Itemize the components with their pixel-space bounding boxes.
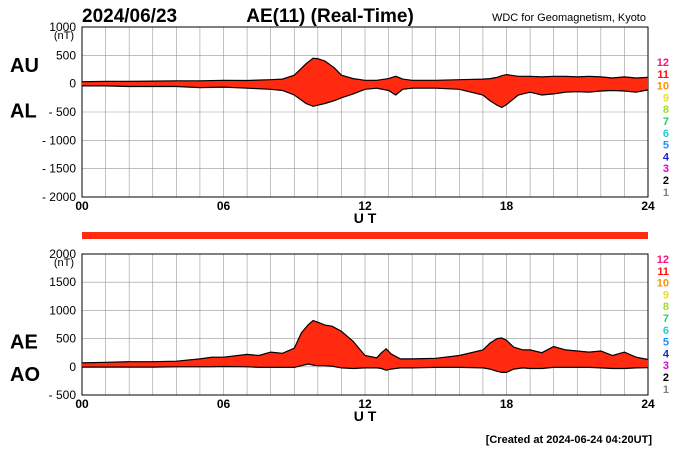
au-al-panel: 1000 500 0 - 500 - 1000 - 1500 - 2000 (nT) 00 06 1… — [10, 20, 655, 226]
area-fill-au-al — [82, 58, 648, 108]
y-tick-label: 500 — [56, 332, 76, 346]
y-tick-label: 500 — [56, 48, 76, 62]
series-label-ao: AO — [10, 364, 40, 386]
separator-bar — [82, 232, 648, 239]
x-axis-label: U T — [354, 210, 377, 226]
y-tick-label: - 1000 — [42, 133, 76, 147]
level-scale-label: 5 — [663, 140, 669, 152]
level-scale-label: 2 — [663, 372, 669, 384]
y-tick-label: - 1500 — [42, 162, 76, 176]
series-line-au — [81, 57, 649, 83]
level-scale-label: 2 — [663, 175, 669, 187]
y-tick-label: - 2000 — [42, 190, 76, 204]
level-scale-label: 4 — [663, 348, 670, 360]
x-tick-label: 12 — [358, 397, 372, 411]
level-scale-label: 7 — [663, 116, 669, 128]
level-scale-label: 7 — [663, 313, 669, 325]
unit-label: (nT) — [54, 257, 74, 269]
x-tick-label: 06 — [217, 397, 231, 411]
level-scale-label: 6 — [663, 128, 669, 140]
series-line-ae — [81, 319, 649, 364]
level-scale-label: 11 — [657, 69, 669, 81]
level-scale-label: 5 — [663, 337, 669, 349]
plot-frame — [81, 26, 649, 198]
x-tick-label: 12 — [358, 199, 372, 213]
series-line-ao — [82, 363, 649, 373]
y-tick-label: - 500 — [49, 388, 77, 402]
level-scale-label: 8 — [663, 301, 669, 313]
series-label-ae: AE — [10, 331, 38, 353]
x-tick-label: 00 — [75, 199, 89, 213]
y-tick-label: 1000 — [49, 303, 76, 317]
level-scale-label: 6 — [663, 325, 669, 337]
chart-title: AE(11) (Real-Time) — [246, 6, 414, 27]
ae-ao-panel: 2000 1500 1000 500 0 - 500 (nT) 00 06 12 18 24 U T AE… — [10, 247, 655, 424]
date-label: 2024/06/23 — [82, 6, 177, 27]
unit-label: (nT) — [54, 30, 74, 42]
level-scale-label: 9 — [663, 92, 669, 104]
y-tick-label: 1500 — [49, 275, 76, 289]
area-fill-ae-ao — [82, 320, 648, 373]
level-scale-label: 10 — [657, 278, 669, 290]
y-tick-label: 0 — [69, 360, 76, 374]
x-tick-label: 18 — [500, 397, 514, 411]
level-scale-label: 4 — [663, 151, 670, 163]
x-tick-label: 24 — [641, 397, 655, 411]
source-label: WDC for Geomagnetism, Kyoto — [492, 12, 646, 24]
level-scale-label: 10 — [657, 81, 669, 93]
level-scale-label: 9 — [663, 289, 669, 301]
y-tick-label: - 500 — [49, 105, 77, 119]
series-label-al: AL — [10, 101, 37, 123]
x-axis-label: U T — [354, 408, 377, 424]
level-scale-label: 1 — [663, 187, 669, 199]
level-scale-label: 12 — [657, 254, 669, 266]
y-tick-label: 1000 — [49, 20, 76, 34]
level-scale-label: 3 — [663, 163, 669, 175]
x-tick-label: 24 — [641, 199, 655, 213]
series-line-al — [82, 85, 649, 109]
level-scale-label: 1 — [663, 384, 669, 396]
level-scale-label: 8 — [663, 104, 669, 116]
series-label-au: AU — [10, 55, 39, 77]
x-tick-label: 18 — [500, 199, 514, 213]
plot-frame — [81, 253, 649, 396]
level-scale-label: 3 — [663, 360, 669, 372]
y-tick-label: 0 — [69, 77, 76, 91]
level-scale-label: 11 — [657, 266, 669, 278]
x-tick-label: 00 — [75, 397, 89, 411]
created-timestamp: [Created at 2024-06-24 04:20UT] — [486, 434, 653, 446]
level-scale-label: 12 — [657, 57, 669, 69]
x-tick-label: 06 — [217, 199, 231, 213]
y-tick-label: 2000 — [49, 247, 76, 261]
